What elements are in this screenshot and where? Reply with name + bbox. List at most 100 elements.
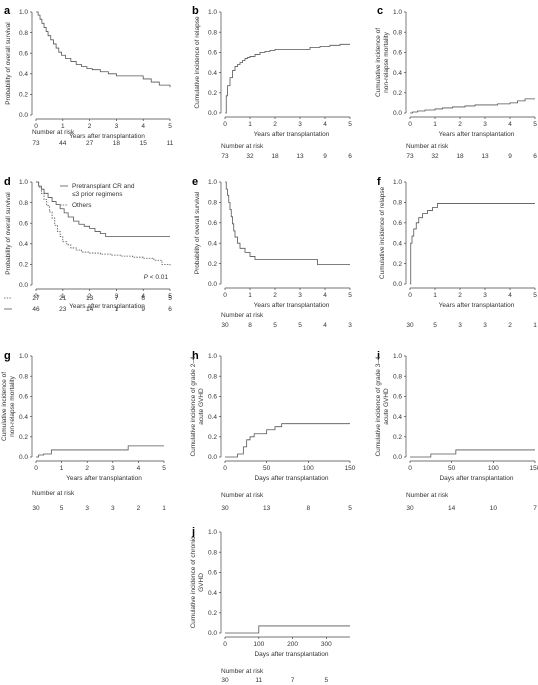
y-tick-label: 0.8 bbox=[208, 373, 217, 380]
number-at-risk-value: 9 bbox=[508, 153, 512, 160]
number-at-risk-value: 2 bbox=[137, 505, 141, 512]
x-tick-label: 2 bbox=[458, 292, 462, 299]
number-at-risk-value: 3 bbox=[458, 322, 462, 329]
y-tick-label: 0.0 bbox=[208, 454, 217, 461]
x-tick-label: 4 bbox=[137, 465, 141, 472]
panel-i: i 0.0 0.2 0.4 0.6 0.8 1.0 0 50 100 150 Days after t… bbox=[375, 350, 538, 512]
number-at-risk-value: 30 bbox=[32, 505, 40, 512]
y-axis-label: Cumulative incidence of grade 3–4acute G… bbox=[375, 356, 390, 456]
number-at-risk-value: 3 bbox=[85, 505, 89, 512]
x-tick-label: 3 bbox=[483, 292, 487, 299]
number-at-risk-value: 18 bbox=[456, 153, 464, 160]
y-axis-label: Probability of overall survival bbox=[5, 192, 12, 275]
x-tick-label: 3 bbox=[115, 123, 119, 130]
number-at-risk-value: 1 bbox=[533, 322, 537, 329]
y-tick-label: 0.4 bbox=[393, 414, 402, 421]
x-tick-label: 0 bbox=[223, 292, 227, 299]
y-tick-label: 0.6 bbox=[393, 394, 402, 401]
y-tick-label: 1.0 bbox=[208, 353, 217, 360]
y-tick-label: 0.6 bbox=[208, 394, 217, 401]
x-tick-label: 100 bbox=[488, 465, 499, 472]
y-axis-label-line: acute GVHD bbox=[383, 388, 390, 425]
panel-letter-d: d bbox=[4, 176, 11, 188]
number-at-risk-value: 5 bbox=[60, 505, 64, 512]
panel-letter-h: h bbox=[192, 350, 199, 362]
y-tick-label: 0.2 bbox=[19, 92, 28, 99]
number-at-risk-title: Number at risk bbox=[221, 312, 264, 319]
y-tick-label: 0.0 bbox=[19, 112, 28, 119]
y-axis-label: Cumulative incidence of chronicGVHD bbox=[190, 536, 205, 629]
number-at-risk-value: 11 bbox=[167, 140, 174, 147]
x-tick-label: 1 bbox=[60, 465, 64, 472]
x-axis-label: Years after transplantation bbox=[439, 302, 515, 309]
x-tick-label: 3 bbox=[298, 292, 302, 299]
panel-g: g 0.0 0.2 0.4 0.6 0.8 1.0 0 1 2 3 4 5 Years after tra… bbox=[1, 350, 166, 512]
panel-c: c 0.0 0.2 0.4 0.6 0.8 1.0 0 1 2 3 4 5 Years after tra… bbox=[375, 5, 537, 160]
panel-j: j 0.0 0.2 0.4 0.6 0.8 1.0 0 100 200 300 Days after … bbox=[190, 526, 350, 684]
number-at-risk-value: 30 bbox=[406, 505, 414, 512]
number-at-risk-value: 4 bbox=[323, 322, 327, 329]
legend-label: ≤3 prior regimens bbox=[72, 191, 123, 198]
number-at-risk-value: 23 bbox=[59, 306, 67, 313]
panel-letter-f: f bbox=[377, 176, 381, 188]
series-line-0 bbox=[410, 203, 535, 285]
x-tick-label: 3 bbox=[115, 293, 119, 300]
y-tick-label: 1.0 bbox=[208, 529, 217, 536]
number-at-risk-value: 7 bbox=[291, 677, 295, 684]
number-at-risk-value: 73 bbox=[406, 153, 414, 160]
y-axis-label-line: Cumulative incidence of bbox=[1, 372, 8, 441]
number-at-risk-value: 6 bbox=[348, 153, 352, 160]
y-tick-label: 0.4 bbox=[208, 70, 217, 77]
x-tick-label: 200 bbox=[287, 641, 298, 648]
x-tick-label: 2 bbox=[273, 121, 277, 128]
y-tick-label: 0.2 bbox=[208, 610, 217, 617]
series-line-1 bbox=[36, 181, 171, 266]
x-tick-label: 4 bbox=[323, 292, 327, 299]
x-tick-label: 300 bbox=[321, 641, 332, 648]
x-axis-label: Years after transplantation bbox=[69, 133, 145, 140]
number-at-risk-value: 5 bbox=[168, 295, 172, 302]
y-tick-label: 1.0 bbox=[19, 9, 28, 16]
series-line-0 bbox=[36, 445, 164, 458]
number-at-risk-value: 30 bbox=[221, 322, 229, 329]
y-tick-label: 1.0 bbox=[393, 179, 402, 186]
series-line-0 bbox=[36, 181, 170, 237]
y-tick-label: 0.0 bbox=[393, 454, 402, 461]
y-tick-label: 0.8 bbox=[393, 373, 402, 380]
y-tick-label: 1.0 bbox=[208, 9, 217, 16]
number-at-risk-value: 18 bbox=[271, 153, 279, 160]
y-tick-label: 0.6 bbox=[19, 220, 28, 227]
number-at-risk-value: 32 bbox=[431, 153, 439, 160]
x-tick-label: 0 bbox=[223, 641, 227, 648]
number-at-risk-value: 32 bbox=[246, 153, 254, 160]
number-at-risk-value: 73 bbox=[32, 140, 40, 147]
x-tick-label: 2 bbox=[85, 465, 89, 472]
panel-letter-a: a bbox=[4, 5, 11, 17]
panel-f: f 0.0 0.2 0.4 0.6 0.8 1.0 0 1 2 3 4 5 Years after tra… bbox=[377, 176, 537, 329]
y-tick-label: 0.2 bbox=[393, 434, 402, 441]
y-tick-label: 0.6 bbox=[393, 50, 402, 57]
number-at-risk-value: 5 bbox=[298, 322, 302, 329]
y-axis-label: Cumulative incidence of relapse bbox=[379, 187, 386, 280]
x-tick-label: 3 bbox=[111, 465, 115, 472]
number-at-risk-title: Number at risk bbox=[221, 668, 264, 675]
number-at-risk-value: 13 bbox=[296, 153, 304, 160]
number-at-risk-value: 5 bbox=[348, 505, 352, 512]
y-tick-label: 0.6 bbox=[208, 50, 217, 57]
panel-letter-e: e bbox=[192, 176, 198, 188]
y-tick-label: 0.8 bbox=[208, 549, 217, 556]
number-at-risk-title: Number at risk bbox=[221, 143, 264, 150]
panel-h: h 0.0 0.2 0.4 0.6 0.8 1.0 0 50 100 150 Days after t… bbox=[190, 350, 356, 512]
number-at-risk-value: 8 bbox=[248, 322, 252, 329]
y-tick-label: 0.4 bbox=[19, 71, 28, 78]
number-at-risk-value: 44 bbox=[59, 140, 67, 147]
number-at-risk-value: 27 bbox=[32, 295, 40, 302]
x-tick-label: 1 bbox=[61, 293, 65, 300]
x-tick-label: 1 bbox=[61, 123, 65, 130]
y-axis-label-line: Cumulative incidence of bbox=[375, 28, 382, 97]
y-tick-label: 0.6 bbox=[19, 394, 28, 401]
series-line-0 bbox=[410, 449, 535, 458]
x-axis-label: Years after transplantation bbox=[254, 302, 330, 309]
x-tick-label: 0 bbox=[223, 465, 227, 472]
